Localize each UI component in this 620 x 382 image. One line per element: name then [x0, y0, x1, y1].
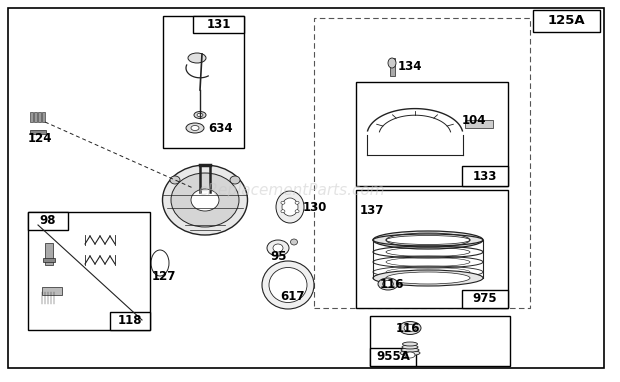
- Ellipse shape: [388, 58, 396, 68]
- Ellipse shape: [276, 191, 304, 223]
- Bar: [42, 112, 45, 122]
- Text: 137: 137: [360, 204, 384, 217]
- Ellipse shape: [273, 244, 283, 252]
- Text: 617: 617: [280, 290, 304, 304]
- Bar: [28, 212, 68, 230]
- Bar: [356, 190, 508, 308]
- Ellipse shape: [386, 233, 470, 247]
- Ellipse shape: [383, 280, 394, 288]
- Text: 95: 95: [270, 249, 286, 262]
- Ellipse shape: [269, 267, 307, 303]
- Bar: [30, 130, 46, 134]
- Text: 98: 98: [40, 215, 56, 228]
- Ellipse shape: [186, 123, 204, 133]
- Ellipse shape: [373, 231, 483, 249]
- Ellipse shape: [262, 261, 314, 309]
- Bar: [42, 287, 62, 295]
- Text: 118: 118: [118, 314, 142, 327]
- Ellipse shape: [405, 352, 415, 358]
- Bar: [28, 212, 150, 330]
- Ellipse shape: [191, 126, 199, 131]
- Ellipse shape: [197, 113, 203, 117]
- Bar: [38, 112, 41, 122]
- Ellipse shape: [386, 272, 470, 284]
- Text: 104: 104: [462, 113, 487, 126]
- Bar: [462, 166, 508, 186]
- Ellipse shape: [171, 173, 239, 227]
- Bar: [356, 82, 508, 186]
- Ellipse shape: [404, 324, 416, 332]
- Ellipse shape: [295, 210, 299, 213]
- Bar: [193, 16, 244, 33]
- Ellipse shape: [162, 165, 247, 235]
- Text: 127: 127: [152, 269, 176, 283]
- Bar: [533, 10, 600, 32]
- Bar: [43, 258, 55, 262]
- Text: 975: 975: [472, 293, 497, 306]
- Ellipse shape: [194, 112, 206, 118]
- Ellipse shape: [170, 176, 180, 184]
- Text: 116: 116: [380, 277, 404, 290]
- Ellipse shape: [400, 351, 420, 356]
- Ellipse shape: [281, 210, 285, 213]
- Ellipse shape: [378, 278, 398, 290]
- Ellipse shape: [191, 189, 219, 211]
- Bar: [462, 290, 508, 308]
- Bar: [30, 112, 33, 122]
- Text: 116: 116: [396, 322, 420, 335]
- Bar: [370, 348, 416, 366]
- Ellipse shape: [267, 240, 289, 256]
- Bar: [45, 243, 53, 265]
- Ellipse shape: [373, 270, 483, 286]
- Text: 134: 134: [398, 60, 422, 73]
- Text: eReplacementParts.com: eReplacementParts.com: [198, 183, 385, 199]
- Bar: [110, 312, 150, 330]
- Text: 955A: 955A: [376, 351, 410, 364]
- Text: 133: 133: [473, 170, 497, 183]
- Bar: [34, 112, 37, 122]
- Ellipse shape: [402, 342, 417, 346]
- Ellipse shape: [295, 201, 299, 204]
- Ellipse shape: [151, 250, 169, 276]
- Ellipse shape: [188, 53, 206, 63]
- Ellipse shape: [281, 201, 285, 204]
- Text: 125A: 125A: [547, 15, 585, 28]
- Text: 634: 634: [208, 123, 232, 136]
- Ellipse shape: [282, 198, 298, 216]
- Ellipse shape: [291, 239, 298, 245]
- Text: 131: 131: [206, 18, 231, 31]
- Ellipse shape: [399, 322, 421, 335]
- Bar: [390, 58, 395, 76]
- Bar: [465, 120, 493, 128]
- Bar: [314, 18, 530, 308]
- Ellipse shape: [402, 345, 418, 349]
- Text: 130: 130: [303, 201, 327, 214]
- Ellipse shape: [230, 176, 240, 184]
- Text: 124: 124: [28, 131, 53, 144]
- Ellipse shape: [401, 348, 419, 352]
- Bar: [370, 316, 510, 366]
- Bar: [163, 16, 244, 148]
